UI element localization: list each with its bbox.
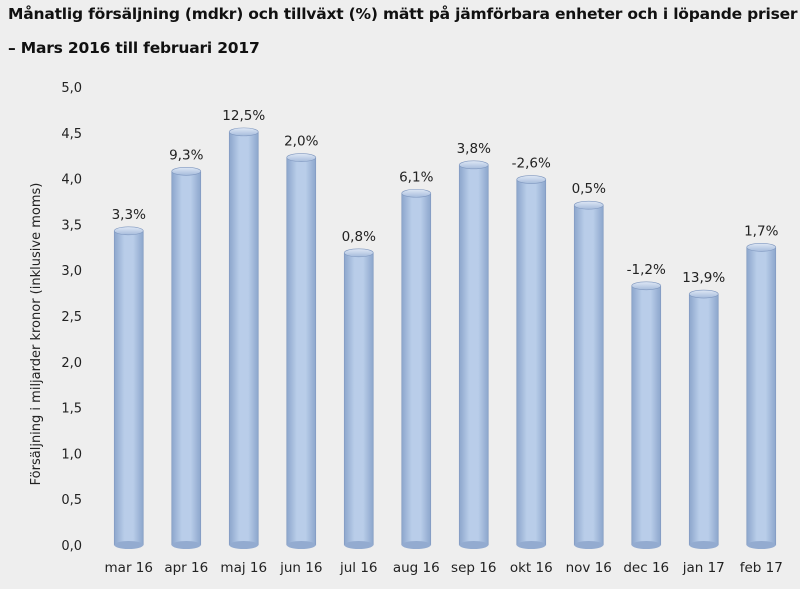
bar-top xyxy=(516,175,547,184)
chart-title: Månatlig försäljning (mdkr) och tillväxt… xyxy=(8,5,798,23)
x-tick-label: okt 16 xyxy=(510,560,553,576)
y-tick-label: 3,5 xyxy=(61,218,82,233)
y-tick-label: 0,5 xyxy=(61,493,82,508)
bar xyxy=(171,166,202,549)
bar-body xyxy=(228,131,259,546)
bar xyxy=(573,200,604,549)
data-label: 3,8% xyxy=(457,141,491,157)
bar-body xyxy=(171,170,202,546)
x-tick-label: sep 16 xyxy=(451,560,496,576)
bar-body xyxy=(401,192,432,546)
bar-top xyxy=(458,160,489,170)
chart-subtitle: – Mars 2016 till februari 2017 xyxy=(8,39,260,57)
bar xyxy=(458,160,489,549)
bar-base xyxy=(459,541,489,549)
bar-top xyxy=(688,289,719,299)
x-tick-label: jan 17 xyxy=(682,560,725,576)
y-tick-label: 1,5 xyxy=(61,402,82,417)
bar-top xyxy=(631,281,662,291)
bar-base xyxy=(344,541,374,549)
bar xyxy=(343,248,374,549)
data-label: -1,2% xyxy=(627,262,666,278)
bar-base xyxy=(286,541,316,549)
title-block: Månatlig försäljning (mdkr) och tillväxt… xyxy=(8,4,798,58)
bar-body xyxy=(631,285,662,546)
bar-top xyxy=(401,188,432,198)
bar xyxy=(228,127,259,549)
bar-body xyxy=(286,157,317,546)
bar xyxy=(286,153,317,549)
x-tick-label: mar 16 xyxy=(105,560,153,576)
x-tick-label: nov 16 xyxy=(566,560,612,576)
bar-base xyxy=(229,541,259,549)
y-tick-label: 0,0 xyxy=(61,539,82,554)
x-tick-label: dec 16 xyxy=(623,560,669,576)
data-label: 3,3% xyxy=(112,207,146,223)
x-tick-label: aug 16 xyxy=(393,560,440,576)
bar-top xyxy=(286,153,317,162)
bar-body xyxy=(458,164,489,546)
axis-layer: Försäljning i miljarder kronor (inklusiv… xyxy=(29,81,82,554)
x-tick-label: apr 16 xyxy=(164,560,208,576)
bar xyxy=(516,175,547,549)
bar-top xyxy=(343,248,374,258)
y-tick-label: 4,5 xyxy=(61,127,82,142)
bar-top xyxy=(113,226,144,236)
bar-base xyxy=(171,541,201,549)
bar-base xyxy=(401,541,431,549)
bar-base xyxy=(746,541,776,549)
data-label: 13,9% xyxy=(682,270,725,286)
bar xyxy=(746,243,777,549)
data-label: 9,3% xyxy=(169,147,203,163)
bar-base xyxy=(574,541,604,549)
x-tick-label: jul 16 xyxy=(339,560,378,576)
bar-body xyxy=(746,247,777,546)
x-tick-label: feb 17 xyxy=(740,560,783,576)
labels-layer: 3,3% mar 16 9,3% apr 16 12,5% maj 16 2,0% jun 1… xyxy=(105,108,783,576)
bar-body xyxy=(573,204,604,546)
bar-base xyxy=(631,541,661,549)
data-label: 6,1% xyxy=(399,169,433,185)
bar-top xyxy=(573,200,604,210)
data-label: 1,7% xyxy=(744,223,778,239)
y-tick-label: 2,5 xyxy=(61,310,82,325)
bar xyxy=(401,188,432,549)
y-tick-label: 4,0 xyxy=(61,173,82,188)
data-label: 2,0% xyxy=(284,134,318,150)
bar-body xyxy=(688,293,719,546)
data-label: 0,8% xyxy=(342,229,376,245)
bar xyxy=(113,226,144,549)
y-tick-label: 5,0 xyxy=(61,81,82,96)
y-tick-label: 1,0 xyxy=(61,447,82,462)
bar-body xyxy=(343,252,374,546)
data-label: 12,5% xyxy=(222,108,265,124)
bars-layer xyxy=(113,127,777,549)
bar-base xyxy=(689,541,719,549)
y-tick-label: 3,0 xyxy=(61,264,82,279)
bar-top xyxy=(228,127,259,137)
bar-base xyxy=(114,541,144,549)
x-tick-label: jun 16 xyxy=(279,560,322,576)
bar xyxy=(688,289,719,549)
bar-body xyxy=(113,230,144,546)
bar xyxy=(631,281,662,549)
bar-top xyxy=(746,243,777,252)
bar-base xyxy=(516,541,546,549)
x-tick-label: maj 16 xyxy=(220,560,267,576)
data-label: 0,5% xyxy=(572,181,606,197)
y-axis-label: Försäljning i miljarder kronor (inklusiv… xyxy=(29,183,44,486)
bar-body xyxy=(516,179,547,546)
bar-top xyxy=(171,166,202,176)
y-tick-label: 2,0 xyxy=(61,356,82,371)
data-label: -2,6% xyxy=(512,156,551,172)
